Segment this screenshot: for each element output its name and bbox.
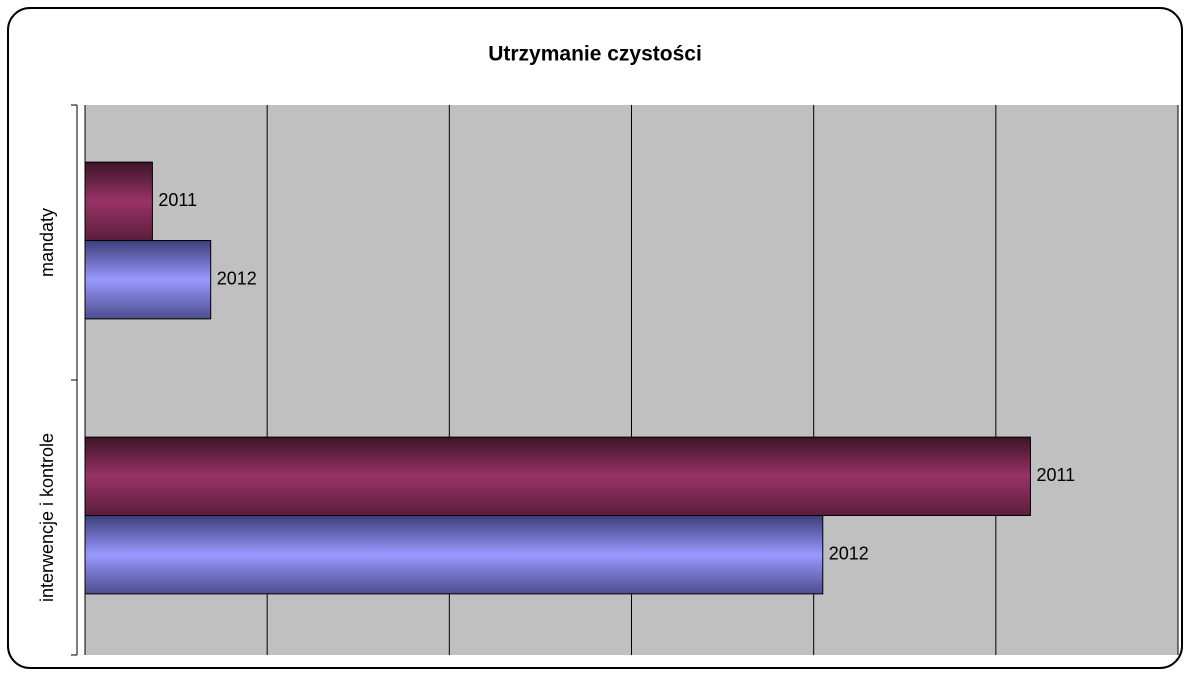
data-label: 2012 [217,268,257,288]
chart-title: Utrzymanie czystości [488,43,702,66]
data-label: 2012 [829,543,869,563]
bar [84,161,153,241]
bar [84,515,824,595]
y-tick-label: interwencje i kontrole [37,433,57,602]
bar [84,240,212,320]
y-tick-label: mandaty [37,208,57,277]
data-label: 2011 [158,190,197,210]
bar [84,436,1031,516]
data-label: 2011 [1036,465,1075,485]
